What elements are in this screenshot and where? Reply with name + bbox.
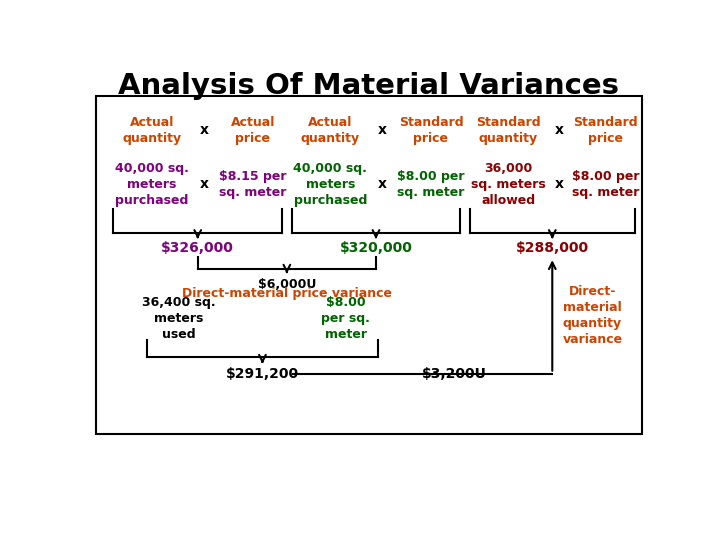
Text: $8.00 per
sq. meter: $8.00 per sq. meter bbox=[397, 170, 464, 199]
Text: Standard
quantity: Standard quantity bbox=[476, 116, 541, 145]
Text: $320,000: $320,000 bbox=[340, 241, 413, 255]
Text: $8.00
per sq.
meter: $8.00 per sq. meter bbox=[321, 296, 370, 341]
Text: 36,400 sq.
meters
used: 36,400 sq. meters used bbox=[143, 296, 216, 341]
Text: x: x bbox=[554, 177, 563, 191]
Text: $6,000U: $6,000U bbox=[258, 278, 316, 291]
Text: 36,000
sq. meters
allowed: 36,000 sq. meters allowed bbox=[471, 161, 546, 207]
Text: Actual
price: Actual price bbox=[230, 116, 275, 145]
Text: $326,000: $326,000 bbox=[161, 241, 234, 255]
Text: $8.00 per
sq. meter: $8.00 per sq. meter bbox=[572, 170, 639, 199]
Text: x: x bbox=[200, 123, 210, 137]
FancyBboxPatch shape bbox=[96, 96, 642, 434]
Text: x: x bbox=[378, 177, 387, 191]
Text: 40,000 sq.
meters
purchased: 40,000 sq. meters purchased bbox=[293, 161, 367, 207]
Text: Direct-
material
quantity
variance: Direct- material quantity variance bbox=[562, 285, 623, 346]
Text: x: x bbox=[200, 177, 210, 191]
Text: $3,200U: $3,200U bbox=[422, 367, 487, 381]
Text: Direct-material price variance: Direct-material price variance bbox=[182, 287, 392, 300]
Text: x: x bbox=[378, 123, 387, 137]
Text: Analysis Of Material Variances: Analysis Of Material Variances bbox=[119, 72, 619, 99]
Text: Standard
price: Standard price bbox=[399, 116, 463, 145]
Text: $291,200: $291,200 bbox=[226, 367, 299, 381]
Text: 40,000 sq.
meters
purchased: 40,000 sq. meters purchased bbox=[115, 161, 189, 207]
Text: $288,000: $288,000 bbox=[516, 241, 589, 255]
Text: Actual
quantity: Actual quantity bbox=[301, 116, 360, 145]
Text: Actual
quantity: Actual quantity bbox=[122, 116, 181, 145]
Text: $8.15 per
sq. meter: $8.15 per sq. meter bbox=[219, 170, 287, 199]
Text: Standard
price: Standard price bbox=[573, 116, 638, 145]
Text: x: x bbox=[554, 123, 563, 137]
